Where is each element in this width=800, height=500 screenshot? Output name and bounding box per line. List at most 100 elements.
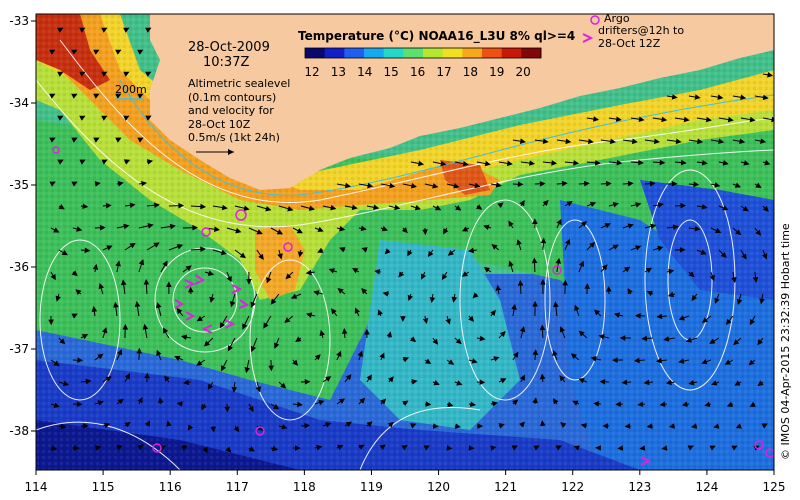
velocity-arrowhead <box>360 225 367 232</box>
velocity-arrowhead <box>713 423 720 429</box>
velocity-arrowhead <box>162 327 169 334</box>
velocity-arrowhead <box>493 356 500 362</box>
velocity-arrowhead <box>201 403 207 411</box>
velocity-arrowhead <box>410 423 417 429</box>
velocity-arrowhead <box>137 396 143 404</box>
velocity-arrowhead <box>573 445 580 451</box>
velocity-arrowhead <box>681 401 688 408</box>
x-tick-label: 118 <box>293 480 316 494</box>
velocity-arrowhead <box>274 342 280 349</box>
velocity-arrowhead <box>95 445 102 451</box>
velocity-arrowhead <box>256 229 263 235</box>
velocity-arrowhead <box>97 353 104 360</box>
velocity-arrowhead <box>221 204 228 211</box>
velocity-arrowhead <box>123 223 130 230</box>
sealevel-contours <box>36 39 774 470</box>
velocity-arrowhead <box>377 309 383 316</box>
velocity-arrowhead <box>49 137 56 143</box>
velocity-arrowhead <box>578 260 585 267</box>
velocity-arrowhead <box>633 357 640 364</box>
velocity-arrowhead <box>250 345 257 353</box>
velocity-arrowhead <box>691 294 698 301</box>
velocity-arrowhead <box>565 238 571 246</box>
velocity-arrowhead <box>381 225 388 232</box>
velocity-arrowhead <box>117 180 124 187</box>
velocity-arrowhead <box>388 376 394 383</box>
velocity-arrowhead <box>701 317 709 324</box>
velocity-arrowhead <box>483 267 491 273</box>
velocity-arrowhead <box>354 307 360 314</box>
velocity-arrowhead <box>75 289 82 296</box>
velocity-arrowhead <box>422 229 428 236</box>
velocity-arrowhead <box>601 264 608 271</box>
velocity-arrowhead <box>57 71 64 77</box>
velocity-arrowhead <box>667 291 675 298</box>
velocity-arrowhead <box>736 298 743 305</box>
velocity-arrowhead <box>209 296 215 303</box>
velocity-arrowhead <box>453 183 460 189</box>
velocity-arrowhead <box>539 373 546 380</box>
velocity-arrowhead <box>115 93 122 99</box>
x-tick-label: 116 <box>159 480 182 494</box>
velocity-arrowhead <box>53 360 60 367</box>
velocity-arrowhead <box>646 423 653 429</box>
velocity-arrowhead <box>255 386 262 393</box>
velocity-arrowhead <box>268 365 274 372</box>
velocity-arrowhead <box>277 253 283 260</box>
velocity-arrowhead <box>235 227 242 234</box>
velocity-arrowhead <box>366 421 373 428</box>
velocity-arrowhead <box>98 282 104 290</box>
velocity-arrowhead <box>380 398 387 405</box>
velocity-arrowhead <box>50 273 56 281</box>
velocity-arrowhead <box>561 180 568 187</box>
velocity-arrowhead <box>93 49 100 55</box>
velocity-arrowhead <box>574 304 580 311</box>
velocity-arrowhead <box>364 328 370 335</box>
velocity-arrowhead <box>401 445 408 451</box>
argo-float <box>52 146 60 154</box>
velocity-arrowhead <box>764 160 771 166</box>
velocity-arrowhead <box>468 445 475 451</box>
velocity-arrowhead <box>361 288 368 295</box>
velocity-arrowhead <box>531 257 538 264</box>
velocity-arrowhead <box>157 397 164 404</box>
velocity-arrowhead <box>317 247 324 253</box>
velocity-arrowhead <box>49 181 56 187</box>
velocity-arrowhead <box>472 292 479 299</box>
velocity-arrowhead <box>244 367 251 374</box>
velocity-arrowhead <box>147 223 154 229</box>
x-tick-label: 117 <box>226 480 249 494</box>
velocity-arrowhead <box>454 423 461 429</box>
velocity-arrowhead <box>336 350 342 358</box>
velocity-arrowhead <box>101 159 108 165</box>
colorbar-tick-label: 20 <box>516 65 531 79</box>
y-tick-label: -33 <box>9 14 29 28</box>
velocity-arrowhead <box>516 239 522 246</box>
velocity-arrowhead <box>99 224 106 231</box>
velocity-arrowhead <box>508 260 514 267</box>
velocity-arrowhead <box>231 386 238 393</box>
velocity-arrowhead <box>137 93 144 99</box>
velocity-arrowhead <box>656 313 663 320</box>
velocity-arrowhead <box>97 400 104 406</box>
velocity-arrowhead <box>62 380 70 387</box>
velocity-arrowhead <box>93 137 100 143</box>
velocity-arrowhead <box>742 205 749 212</box>
velocity-arrowhead <box>675 138 682 145</box>
velocity-arrowhead <box>643 379 650 386</box>
velocity-arrowhead <box>266 277 272 284</box>
velocity-arrowhead <box>767 72 774 78</box>
velocity-arrowhead <box>92 263 99 270</box>
velocity-arrowhead <box>386 331 392 338</box>
velocity-arrowhead <box>57 115 64 121</box>
velocity-arrowhead <box>462 160 469 167</box>
velocity-arrowhead <box>762 253 768 260</box>
velocity-arrowhead <box>565 138 572 145</box>
velocity-arrowhead <box>446 445 453 451</box>
velocity-arrowhead <box>590 356 597 362</box>
altimetry-line: (0.1m contours) <box>188 90 277 104</box>
velocity-arrowhead <box>162 260 168 267</box>
velocity-arrowhead <box>265 205 272 212</box>
map-plot-area <box>36 14 774 470</box>
velocity-arrowhead <box>688 379 695 386</box>
